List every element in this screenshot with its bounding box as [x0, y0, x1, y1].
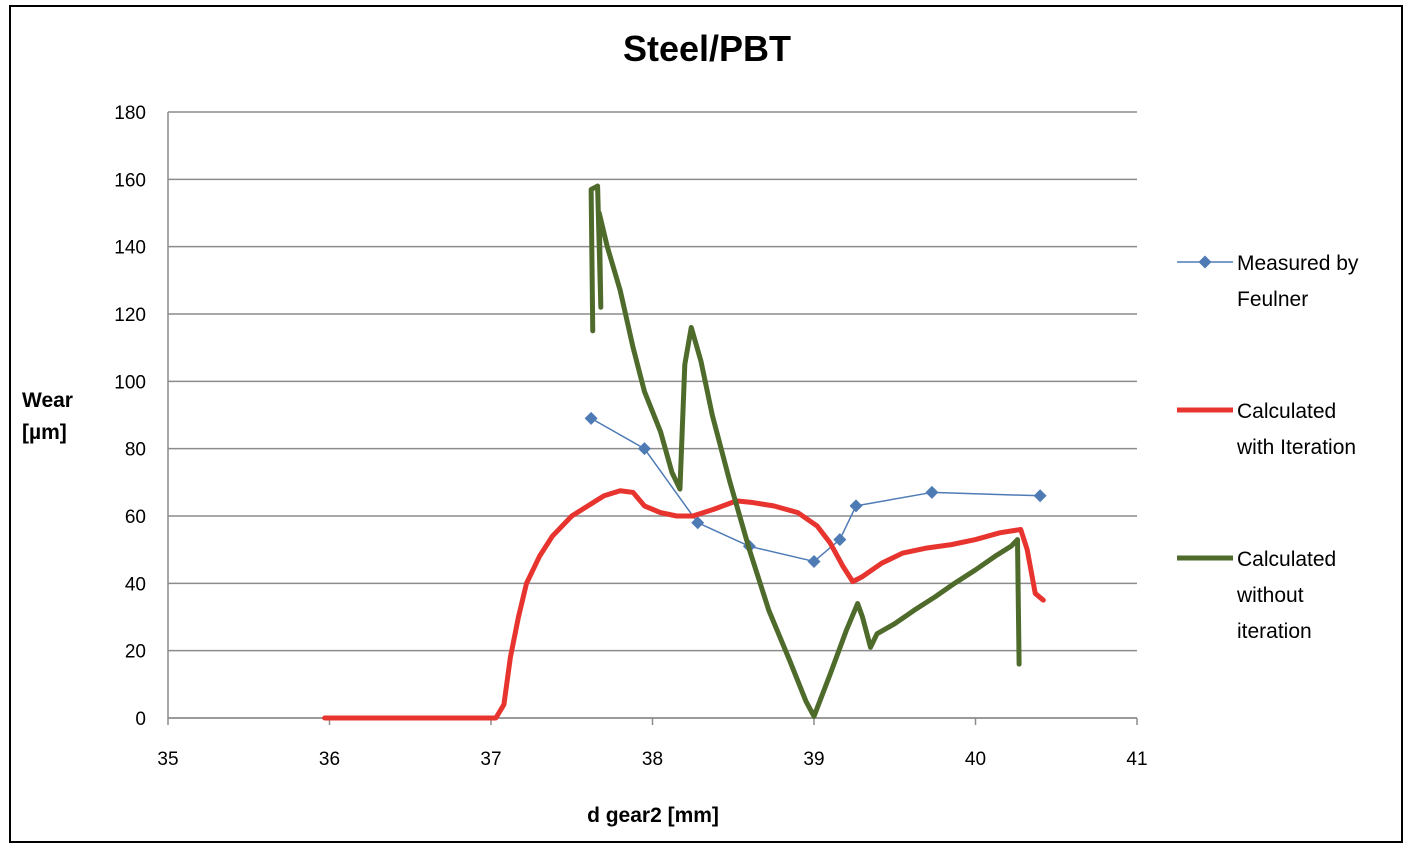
series-layer: [322, 183, 1047, 721]
y-tick-label: 100: [114, 372, 146, 393]
series-line-3: [588, 183, 1022, 719]
data-point-marker: [691, 516, 705, 530]
legend-label-3: Calculated: [1237, 548, 1336, 571]
x-tick-label: 38: [642, 749, 663, 770]
legend-label-1: Measured by: [1237, 252, 1359, 275]
y-tick-label: 160: [114, 170, 146, 191]
chart-frame: [9, 5, 1403, 843]
y-tick-label: 0: [135, 709, 146, 730]
legend-label-2: with Iteration: [1236, 436, 1356, 459]
chart-title: Steel/PBT: [622, 28, 792, 69]
y-tick-label: 140: [114, 238, 146, 259]
data-point-marker: [807, 554, 821, 568]
data-point-marker: [584, 411, 598, 425]
y-tick-label: 180: [114, 103, 146, 124]
x-tick-label: 37: [480, 749, 501, 770]
data-point-marker: [925, 485, 939, 499]
y-tick-label: 60: [125, 507, 146, 528]
legend-label-1: Feulner: [1237, 288, 1308, 311]
x-tick-label: 35: [157, 749, 178, 770]
x-tick-label: 36: [319, 749, 340, 770]
x-axis-label: d gear2 [mm]: [587, 804, 719, 827]
data-point-marker: [833, 533, 847, 547]
x-tick-label: 39: [803, 749, 824, 770]
y-tick-label: 20: [125, 642, 146, 663]
y-tick-label: 120: [114, 305, 146, 326]
legend-label-2: Calculated: [1237, 400, 1336, 423]
y-tick-label: 80: [125, 440, 146, 461]
x-tick-label: 41: [1126, 749, 1147, 770]
y-axis-label: Wear [µm]: [22, 389, 73, 444]
data-point-marker: [1033, 489, 1047, 503]
legend-label-3: iteration: [1237, 620, 1312, 643]
axes: 0 20 40 60 80 100 120 140 160 180 35 36 37 38 39 40 41: [114, 103, 1147, 770]
y-tick-label: 40: [125, 574, 146, 595]
legend-label-3: without: [1236, 584, 1304, 607]
series-line-2: [322, 488, 1046, 721]
data-point-marker: [637, 442, 651, 456]
legend: Measured by Feulner Calculated with Iterati…: [1177, 252, 1359, 643]
x-tick-label: 40: [965, 749, 986, 770]
data-point-marker: [849, 499, 863, 513]
legend-marker: [1198, 255, 1212, 269]
